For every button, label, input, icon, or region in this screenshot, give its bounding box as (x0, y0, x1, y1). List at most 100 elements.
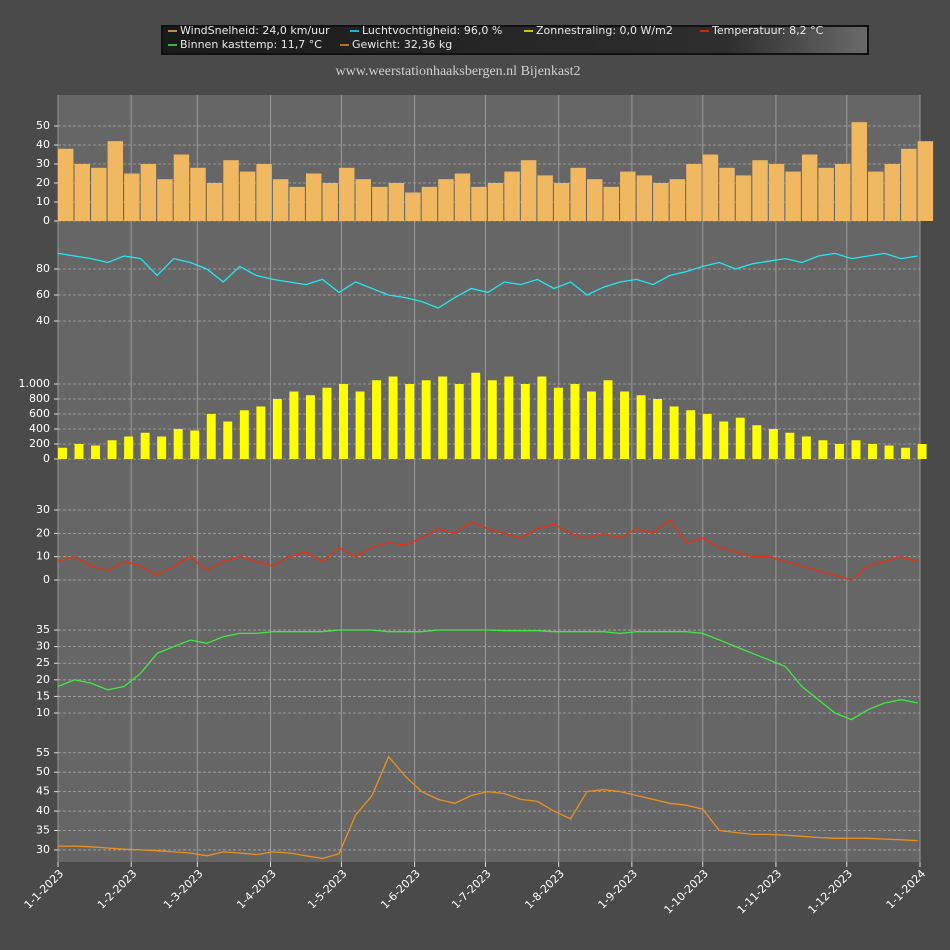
bar (520, 384, 530, 459)
bar (653, 399, 663, 459)
legend-label: Luchtvochtigheid: 96,0 % (362, 24, 502, 37)
bar (620, 171, 636, 221)
legend-label: Zonnestraling: 0,0 W/m2 (536, 24, 673, 37)
y-tick-label: 30 (36, 157, 50, 170)
bar (636, 395, 646, 459)
bar (702, 154, 719, 221)
legend-label: Temperatuur: 8,2 °C (711, 24, 824, 37)
bar (719, 167, 735, 221)
y-tick-label: 40 (36, 314, 50, 327)
y-tick-label: 30 (36, 640, 50, 653)
bar (570, 384, 580, 459)
bar (388, 376, 398, 459)
bar (504, 376, 514, 459)
bar (768, 164, 785, 221)
y-tick-label: 10 (36, 550, 50, 563)
bar (256, 406, 266, 459)
bar (818, 440, 828, 459)
bar (74, 164, 90, 221)
bar (124, 173, 140, 221)
bar (421, 380, 431, 459)
y-tick-label: 800 (29, 392, 50, 405)
bar (438, 376, 448, 459)
bar (438, 179, 454, 221)
bar (752, 425, 762, 459)
y-tick-label: 60 (36, 288, 50, 301)
bar (686, 410, 696, 459)
bar (322, 387, 332, 459)
chart-title: www.weerstationhaaksbergen.nl Bijenkast2 (336, 64, 581, 79)
legend-label: WindSnelheid: 24,0 km/uur (180, 24, 330, 37)
bar (868, 171, 884, 221)
y-tick-label: 0 (43, 214, 50, 227)
bar (223, 160, 239, 221)
bar (140, 432, 150, 459)
y-tick-label: 1.000 (19, 377, 51, 390)
bar (173, 429, 183, 459)
bar (339, 167, 355, 221)
bar (74, 444, 84, 459)
legend-box (161, 25, 869, 55)
y-tick-label: 35 (36, 824, 50, 837)
bar (587, 391, 596, 459)
y-tick-label: 25 (36, 656, 50, 669)
bar (272, 399, 282, 459)
bar (603, 186, 619, 221)
bar (388, 183, 405, 221)
legend-label: Gewicht: 32,36 kg (352, 38, 452, 51)
line (57, 629, 918, 721)
y-tick-label: 15 (36, 689, 50, 702)
bar (537, 376, 547, 459)
y-tick-label: 50 (36, 765, 50, 778)
bar (520, 160, 537, 221)
bar (834, 164, 851, 221)
bar (901, 148, 917, 221)
bar (553, 183, 570, 221)
y-tick-label: 200 (29, 437, 50, 450)
bar (454, 173, 471, 221)
bar (454, 384, 464, 459)
bar (851, 122, 867, 221)
y-tick-label: 0 (43, 573, 50, 586)
bar (834, 444, 844, 459)
y-tick-label: 20 (36, 673, 50, 686)
bar (553, 387, 563, 459)
bar (58, 148, 74, 221)
y-tick-label: 40 (36, 804, 50, 817)
y-tick-label: 10 (36, 195, 50, 208)
bar (124, 436, 134, 459)
bar (190, 167, 206, 221)
bar (239, 171, 256, 221)
bar (256, 164, 272, 221)
bar (669, 406, 679, 459)
bar (58, 447, 67, 459)
bar (372, 380, 382, 459)
line (57, 518, 918, 581)
y-tick-label: 40 (36, 138, 50, 151)
bar (570, 167, 586, 221)
bar (719, 421, 729, 459)
y-tick-label: 30 (36, 843, 50, 856)
bar (818, 167, 834, 221)
bar (537, 175, 553, 221)
bar (901, 447, 911, 459)
bar (107, 141, 124, 221)
bar (322, 183, 338, 221)
bar (752, 160, 768, 221)
bar (223, 421, 233, 459)
bar (355, 391, 365, 459)
y-tick-label: 10 (36, 706, 50, 719)
bar (917, 444, 927, 459)
y-tick-label: 20 (36, 526, 50, 539)
bar (206, 183, 223, 221)
bar (851, 440, 861, 459)
bar (157, 179, 173, 221)
bar (785, 432, 795, 459)
bar (471, 186, 487, 221)
bar (305, 173, 322, 221)
bar (91, 167, 107, 221)
line (57, 252, 918, 309)
y-tick-label: 35 (36, 623, 50, 636)
bar (868, 444, 877, 459)
bar (669, 179, 686, 221)
